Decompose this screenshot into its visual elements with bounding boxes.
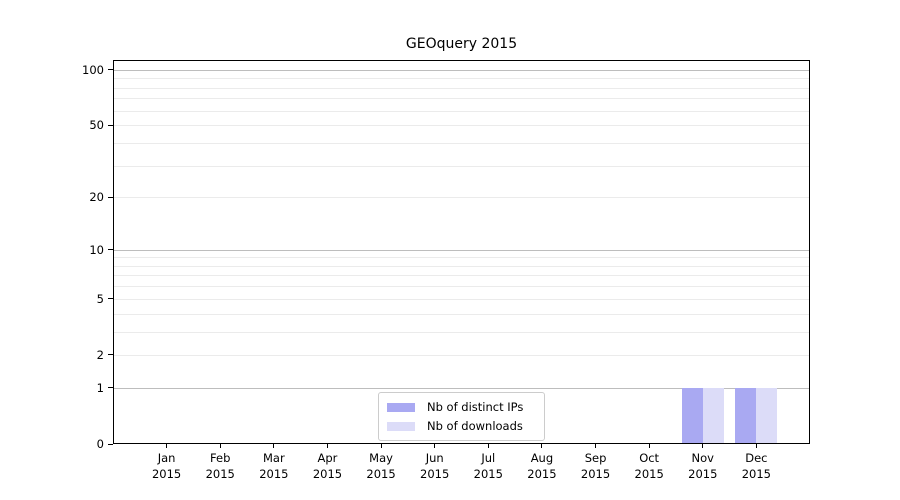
gridline (114, 354, 809, 356)
gridline (114, 298, 809, 300)
gridline (114, 78, 809, 80)
x-tick-label: Sep 2015 (564, 450, 628, 482)
y-tick (108, 298, 113, 300)
x-tick-year: 2015 (259, 467, 289, 481)
x-tick-year: 2015 (634, 467, 664, 481)
x-tick (166, 444, 168, 448)
x-tick-label: Jul 2015 (456, 450, 520, 482)
bar-nov-downloads (702, 387, 724, 443)
gridline (114, 165, 809, 167)
x-tick-month: Dec (745, 451, 768, 465)
x-tick-month: Aug (530, 451, 554, 465)
y-tick (108, 69, 113, 71)
bar-dec-distinct-ips (735, 387, 757, 443)
x-tick (380, 444, 382, 448)
gridline (114, 257, 809, 259)
x-tick-label: Aug 2015 (510, 450, 574, 482)
x-tick (326, 444, 328, 448)
x-tick (541, 444, 543, 448)
x-tick-month: Nov (691, 451, 714, 465)
x-tick-month: Jun (425, 451, 444, 465)
gridline (114, 69, 809, 71)
gridline (114, 331, 809, 333)
bar-nov-distinct-ips (681, 387, 703, 443)
x-tick-month: Jan (157, 451, 176, 465)
x-tick-label: Jun 2015 (403, 450, 467, 482)
x-tick-label: Jan 2015 (135, 450, 199, 482)
x-tick-month: Mar (262, 451, 285, 465)
x-tick-year: 2015 (312, 467, 343, 481)
y-tick-label: 10 (89, 242, 104, 257)
x-tick-label: Nov 2015 (671, 450, 735, 482)
x-tick-month: May (369, 451, 393, 465)
x-tick-year: 2015 (151, 467, 182, 481)
gridline (114, 275, 809, 277)
x-tick-month: Sep (584, 451, 607, 465)
legend: Nb of distinct IPs Nb of downloads (378, 392, 545, 441)
x-tick (487, 444, 489, 448)
y-tick (108, 249, 113, 251)
x-tick-month: Jul (481, 451, 496, 465)
gridline (114, 87, 809, 89)
legend-label-downloads: Nb of downloads (427, 419, 523, 433)
x-tick (755, 444, 757, 448)
x-tick-label: Apr 2015 (295, 450, 359, 482)
gridline (114, 125, 809, 127)
x-tick-year: 2015 (741, 467, 772, 481)
x-tick-label: Oct 2015 (617, 450, 681, 482)
x-tick-month: Apr (317, 451, 338, 465)
y-tick-label: 2 (96, 347, 104, 362)
legend-label-distinct-ips: Nb of distinct IPs (427, 400, 524, 414)
gridline (114, 110, 809, 112)
y-tick (108, 387, 113, 389)
x-tick-year: 2015 (205, 467, 235, 481)
y-tick-label: 5 (96, 291, 104, 306)
gridline (114, 142, 809, 144)
y-tick (108, 124, 113, 126)
legend-item-downloads: Nb of downloads (387, 419, 536, 433)
x-tick-label: May 2015 (349, 450, 413, 482)
x-tick (434, 444, 436, 448)
x-tick-year: 2015 (527, 467, 557, 481)
y-tick-label: 0 (96, 437, 104, 451)
x-tick (595, 444, 597, 448)
y-tick-label: 50 (89, 118, 104, 133)
gridline (114, 313, 809, 315)
y-tick-label: 1 (96, 380, 104, 395)
gridline (114, 98, 809, 100)
gridline (114, 265, 809, 267)
gridline (114, 387, 809, 389)
x-tick-year: 2015 (366, 467, 396, 481)
x-tick-year: 2015 (688, 467, 718, 481)
x-tick-year: 2015 (420, 467, 450, 481)
x-tick-year: 2015 (473, 467, 503, 481)
x-tick (219, 444, 221, 448)
x-tick-month: Oct (639, 451, 660, 465)
x-tick (702, 444, 704, 448)
x-tick-label: Mar 2015 (242, 450, 306, 482)
x-tick-month: Feb (210, 451, 231, 465)
y-tick-label: 100 (82, 62, 104, 77)
gridline (114, 286, 809, 288)
x-tick-label: Dec 2015 (724, 450, 788, 482)
legend-swatch-distinct-ips (387, 402, 415, 412)
x-tick (648, 444, 650, 448)
legend-swatch-downloads (387, 421, 415, 431)
x-tick-year: 2015 (580, 467, 611, 481)
chart-title: GEOquery 2015 (405, 36, 518, 52)
y-tick-label: 20 (89, 190, 104, 205)
x-tick (273, 444, 275, 448)
bar-dec-downloads (756, 387, 778, 443)
gridline (114, 249, 809, 251)
legend-item-distinct-ips: Nb of distinct IPs (387, 400, 536, 414)
x-tick-label: Feb 2015 (188, 450, 252, 482)
plot-area (113, 60, 810, 444)
y-tick (108, 443, 113, 445)
y-tick (108, 196, 113, 198)
y-tick (108, 354, 113, 356)
gridline (114, 197, 809, 199)
